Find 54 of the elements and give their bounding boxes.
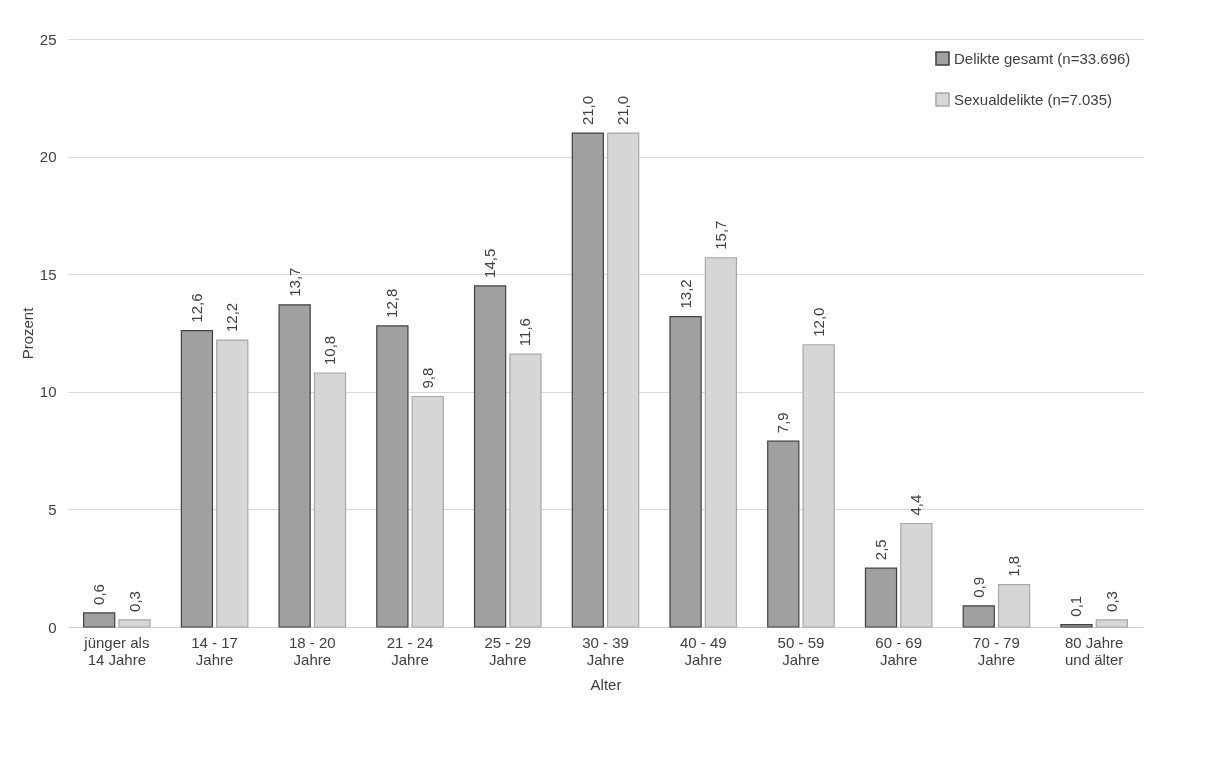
- y-tick-label: 10: [39, 383, 57, 401]
- data-label: 0,3: [125, 591, 143, 612]
- data-label: 10,8: [320, 335, 338, 365]
- y-tick-label: 0: [48, 618, 57, 636]
- legend-label: Delikte gesamt (n=33.696): [954, 49, 1131, 67]
- x-tick-label: 40 - 49 Jahre: [679, 633, 727, 668]
- data-label: 14,5: [481, 248, 499, 278]
- bar: [767, 440, 800, 628]
- data-label: 2,5: [872, 539, 890, 561]
- data-label: 0,6: [90, 584, 108, 605]
- bar: [83, 612, 116, 628]
- bar: [180, 330, 214, 628]
- y-tick-label: 20: [39, 148, 57, 166]
- data-label: 0,9: [969, 576, 987, 598]
- data-label: 7,9: [774, 412, 792, 434]
- data-label: 12,8: [383, 288, 401, 318]
- data-label: 21,0: [578, 95, 596, 126]
- bar: [571, 132, 604, 628]
- x-tick-label: 21 - 24 Jahre: [386, 633, 434, 668]
- data-label: 0,1: [1067, 595, 1085, 617]
- bar: [1060, 624, 1093, 628]
- y-tick-label: 25: [39, 30, 57, 48]
- x-tick-label: 30 - 39 Jahre: [582, 633, 629, 668]
- data-label: 0,3: [1102, 591, 1120, 612]
- bar: [473, 285, 507, 628]
- bar: [376, 325, 409, 628]
- legend-label: Sexualdelikte (n=7.035): [954, 90, 1113, 108]
- y-tick-label: 15: [39, 265, 57, 283]
- x-axis-title: Alter: [590, 675, 622, 693]
- x-tick-label: jünger als 14 Jahre: [83, 633, 150, 668]
- data-label: 11,6: [516, 318, 534, 347]
- data-label: 9,8: [418, 367, 436, 389]
- bar: [864, 567, 898, 628]
- x-tick-label: 70 - 79 Jahre: [973, 633, 1020, 668]
- x-tick-label: 60 - 69 Jahre: [875, 633, 923, 668]
- data-label: 12,2: [223, 302, 241, 333]
- y-axis-title: Prozent: [18, 306, 36, 360]
- data-label: 15,7: [711, 220, 729, 250]
- data-label: 4,4: [907, 494, 925, 516]
- x-tick-label: 50 - 59 Jahre: [777, 633, 825, 668]
- bar: [962, 605, 995, 628]
- data-label: 13,7: [285, 267, 303, 297]
- data-label: 13,2: [676, 279, 694, 309]
- data-label: 12,0: [809, 307, 827, 337]
- data-label: 1,8: [1005, 555, 1023, 577]
- data-label: 21,0: [614, 95, 632, 126]
- x-tick-label: 18 - 20 Jahre: [288, 633, 336, 668]
- y-tick-label: 5: [48, 500, 57, 518]
- x-tick-label: 14 - 17 Jahre: [191, 633, 238, 668]
- x-tick-label: 80 Jahre und älter: [1064, 633, 1124, 668]
- bar: [278, 304, 311, 628]
- x-tick-label: 25 - 29 Jahre: [484, 633, 532, 668]
- data-label: 12,6: [187, 293, 205, 323]
- bar: [669, 315, 702, 628]
